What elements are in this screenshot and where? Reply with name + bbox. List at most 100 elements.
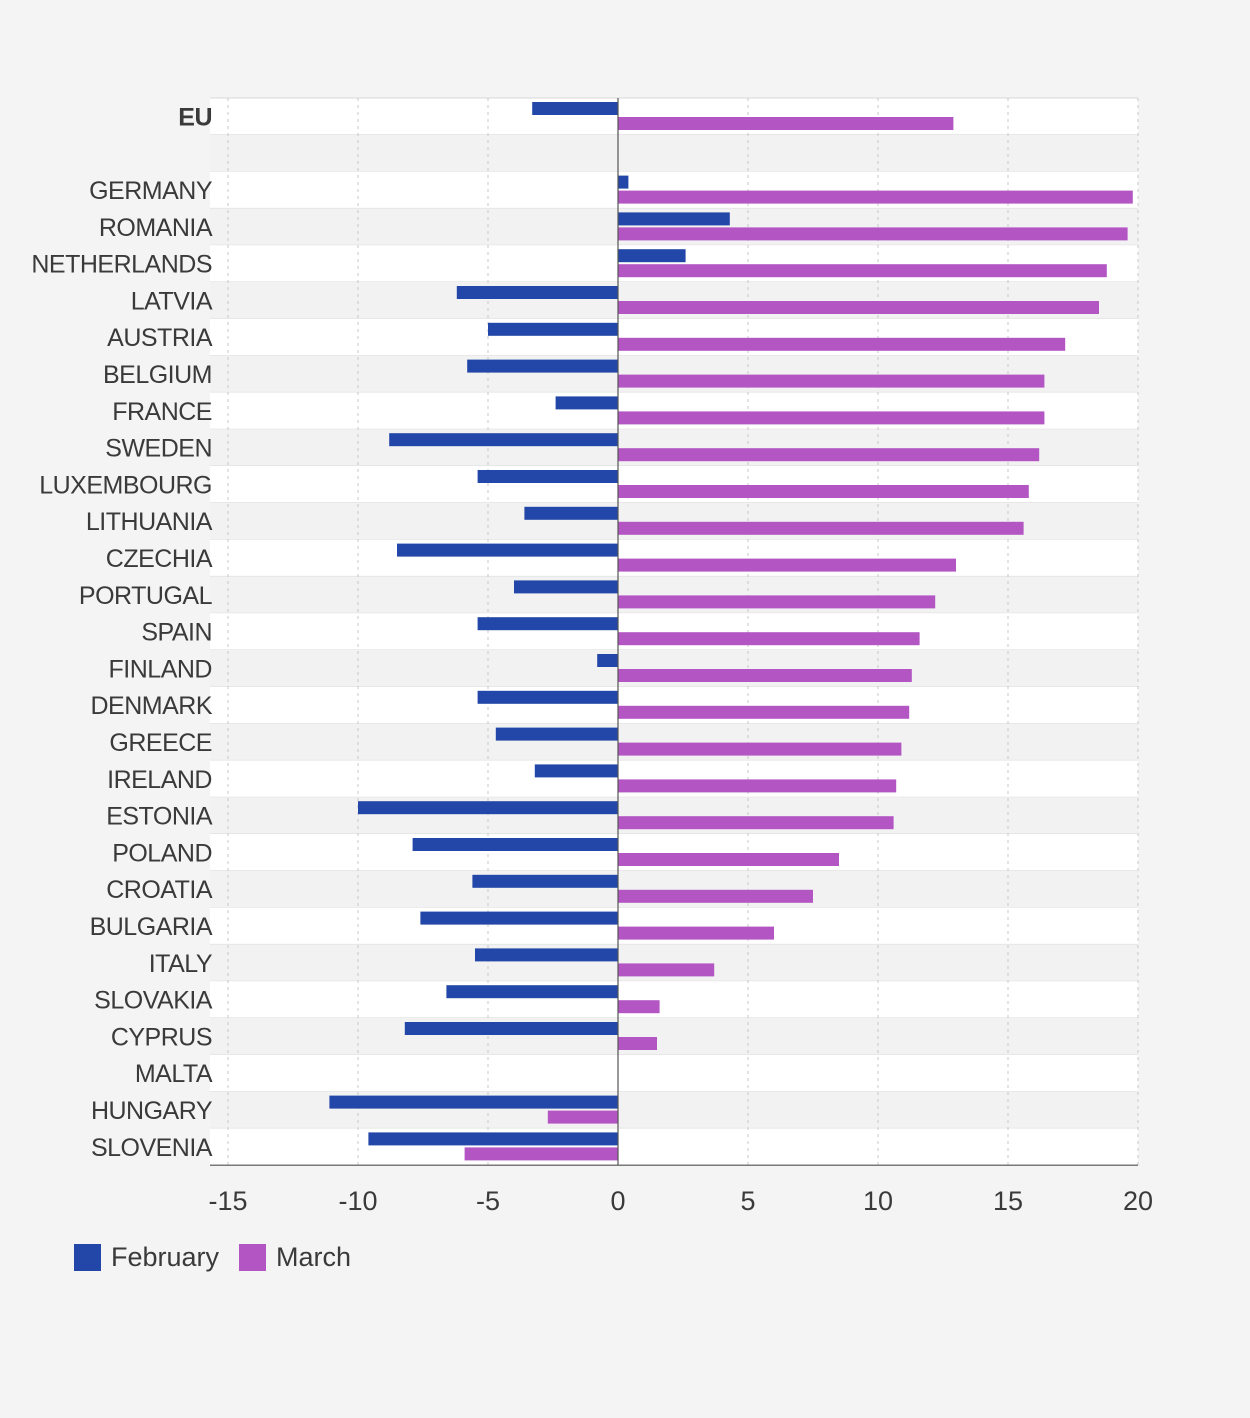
- category-label-sweden: SWEDEN: [105, 435, 212, 463]
- row-band-spacer: [210, 134, 1138, 172]
- bar-march-czechia: [618, 558, 956, 572]
- category-label-eu: EU: [178, 103, 212, 131]
- bar-march-italy: [618, 963, 715, 977]
- x-tick-label-10: 10: [863, 1186, 893, 1216]
- bar-february-croatia: [472, 874, 618, 888]
- bar-march-finland: [618, 669, 912, 682]
- category-label-croatia: CROATIA: [106, 876, 213, 904]
- category-label-cyprus: CYPRUS: [111, 1023, 212, 1051]
- row-band-slovenia: [210, 1128, 1138, 1166]
- x-tick-label--15: -15: [208, 1186, 247, 1216]
- category-label-romania: ROMANIA: [99, 214, 213, 242]
- bar-march-romania: [618, 227, 1128, 241]
- category-label-latvia: LATVIA: [131, 287, 213, 315]
- bar-march-slovakia: [618, 1000, 660, 1014]
- bar-march-germany: [618, 190, 1133, 204]
- category-label-greece: GREECE: [109, 729, 212, 757]
- bar-february-slovakia: [446, 985, 618, 999]
- category-label-poland: POLAND: [112, 839, 212, 867]
- bar-march-portugal: [618, 595, 936, 609]
- bar-march-belgium: [618, 374, 1045, 388]
- category-label-slovakia: SLOVAKIA: [94, 987, 213, 1015]
- x-tick-label--5: -5: [476, 1186, 500, 1216]
- bar-february-estonia: [358, 801, 618, 815]
- x-tick-label-20: 20: [1123, 1186, 1153, 1216]
- bar-february-czechia: [397, 543, 618, 557]
- x-tick-labels: -15 -10 -5 0 5 10 15 20: [208, 1186, 1153, 1216]
- legend-swatch-february: [74, 1244, 101, 1271]
- bar-february-hungary: [329, 1095, 618, 1109]
- bar-february-greece: [495, 727, 618, 741]
- bar-february-denmark: [477, 690, 618, 704]
- bar-february-italy: [475, 948, 618, 962]
- category-label-portugal: PORTUGAL: [79, 582, 213, 610]
- category-label-ireland: IRELAND: [107, 766, 212, 794]
- category-label-estonia: ESTONIA: [106, 803, 213, 831]
- category-label-netherlands: NETHERLANDS: [31, 251, 212, 279]
- bar-february-luxembourg: [477, 470, 618, 483]
- bar-february-germany: [618, 175, 629, 189]
- bar-march-ireland: [618, 779, 897, 793]
- category-label-lithuania: LITHUANIA: [86, 508, 213, 536]
- bar-march-austria: [618, 337, 1066, 351]
- legend-label-february: February: [111, 1242, 220, 1272]
- category-label-czechia: CZECHIA: [106, 545, 213, 573]
- axes: [210, 98, 1138, 1166]
- bar-february-cyprus: [404, 1022, 618, 1035]
- bar-february-ireland: [534, 764, 618, 778]
- row-band-cyprus: [210, 1018, 1138, 1055]
- bar-february-austria: [488, 322, 618, 336]
- bar-march-netherlands: [618, 264, 1107, 278]
- bar-february-portugal: [514, 580, 618, 594]
- bar-february-belgium: [467, 359, 618, 373]
- bar-february-slovenia: [368, 1132, 618, 1146]
- x-tick-label-15: 15: [993, 1186, 1023, 1216]
- bar-february-poland: [412, 838, 618, 851]
- bar-march-cyprus: [618, 1037, 657, 1050]
- category-label-italy: ITALY: [149, 950, 213, 978]
- bar-february-romania: [618, 212, 730, 226]
- bar-march-eu: [618, 117, 954, 130]
- category-label-finland: FINLAND: [109, 655, 212, 683]
- category-label-denmark: DENMARK: [90, 692, 212, 720]
- x-tick-label-5: 5: [740, 1186, 755, 1216]
- bar-march-estonia: [618, 816, 894, 830]
- bar-march-croatia: [618, 889, 813, 903]
- category-label-malta: MALTA: [135, 1060, 213, 1088]
- category-label-austria: AUSTRIA: [107, 324, 213, 352]
- category-label-belgium: BELGIUM: [103, 361, 212, 389]
- bar-february-france: [555, 396, 618, 410]
- category-label-slovenia: SLOVENIA: [91, 1134, 213, 1162]
- legend: February March: [74, 1242, 371, 1273]
- bar-february-finland: [597, 654, 618, 667]
- bar-march-greece: [618, 742, 902, 756]
- bar-march-poland: [618, 853, 839, 866]
- category-label-spain: SPAIN: [141, 619, 212, 647]
- row-band-slovakia: [210, 981, 1138, 1018]
- category-label-france: FRANCE: [112, 398, 212, 426]
- bar-february-bulgaria: [420, 911, 618, 925]
- category-label-hungary: HUNGARY: [91, 1097, 213, 1125]
- bar-march-latvia: [618, 301, 1099, 314]
- legend-label-march: March: [276, 1242, 352, 1272]
- bar-march-spain: [618, 632, 920, 646]
- bar-march-slovenia: [464, 1147, 618, 1161]
- bar-february-lithuania: [524, 506, 618, 520]
- legend-item-february: February: [74, 1242, 219, 1273]
- legend-swatch-march: [239, 1244, 267, 1271]
- category-labels: EU GERMANY ROMANIA NETHERLANDS LATVIA AUSTRIA…: [31, 103, 213, 1162]
- x-tick-label--10: -10: [338, 1186, 377, 1216]
- bar-march-lithuania: [618, 521, 1024, 535]
- category-label-bulgaria: BULGARIA: [90, 913, 213, 941]
- bar-march-hungary: [547, 1110, 618, 1124]
- category-label-luxembourg: LUXEMBOURG: [39, 471, 212, 499]
- bar-march-luxembourg: [618, 485, 1029, 498]
- category-label-germany: GERMANY: [89, 177, 213, 205]
- legend-item-march: March: [239, 1242, 351, 1273]
- bar-march-bulgaria: [618, 926, 774, 940]
- bar-february-spain: [477, 617, 618, 631]
- bar-february-eu: [532, 102, 618, 115]
- x-tick-label-0: 0: [610, 1186, 625, 1216]
